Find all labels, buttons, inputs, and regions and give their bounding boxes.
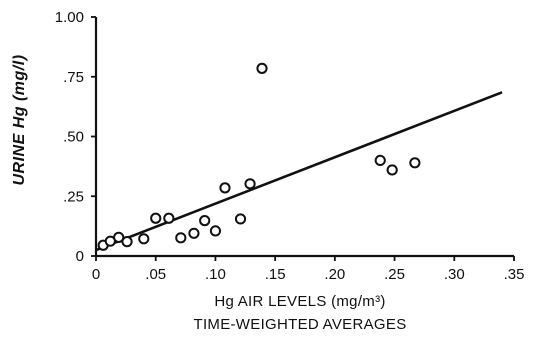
data-point	[256, 62, 268, 74]
y-axis-label: URINE Hg (mg/l)	[11, 54, 28, 185]
regression-line-group	[95, 91, 503, 252]
regression-line	[95, 91, 503, 252]
data-point	[113, 231, 125, 243]
data-point	[234, 213, 247, 225]
ticks: 0 .05 .10 .15 .20 .25 .30 .35 0 .25 .50 .75 1.00	[55, 9, 525, 283]
x-tick-label: .30	[444, 266, 465, 283]
data-point	[199, 215, 211, 227]
y-tick-label: .25	[63, 188, 84, 205]
y-tick-label: 1.00	[55, 9, 84, 26]
data-point	[138, 233, 150, 245]
x-tick-label: 0	[92, 266, 100, 283]
data-point	[219, 182, 231, 194]
x-axis-label: Hg AIR LEVELS (mg/m³)	[214, 293, 385, 310]
data-point	[374, 154, 386, 166]
data-point	[244, 178, 256, 190]
data-point	[409, 157, 421, 169]
y-tick-label: .75	[63, 69, 84, 86]
data-points	[97, 62, 421, 251]
data-point	[121, 236, 133, 248]
data-point	[175, 232, 187, 244]
x-tick-label: .10	[205, 266, 226, 283]
x-tick-label: .25	[384, 266, 405, 283]
x-tick-label: .35	[504, 266, 525, 283]
data-point	[209, 225, 222, 237]
x-tick-label: .05	[145, 266, 166, 283]
x-tick-label: .20	[324, 266, 345, 283]
data-point	[163, 212, 175, 224]
y-tick-label: .50	[63, 129, 84, 146]
data-point	[150, 212, 162, 224]
x-axis-label-line2: TIME-WEIGHTED AVERAGES	[193, 316, 406, 333]
data-point	[188, 227, 200, 239]
y-tick-label: 0	[76, 248, 84, 265]
data-point	[386, 164, 398, 176]
x-tick-label: .15	[265, 266, 286, 283]
